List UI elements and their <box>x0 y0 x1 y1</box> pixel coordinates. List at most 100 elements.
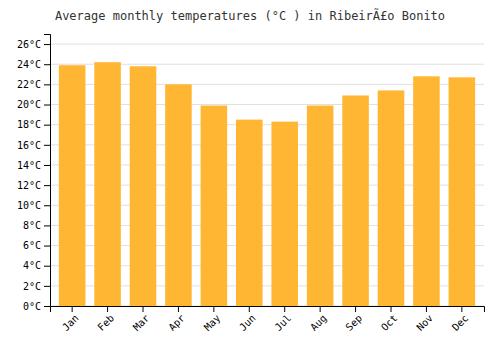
y-tick-label: 18°C <box>17 119 41 130</box>
grid <box>50 44 484 306</box>
bar <box>342 95 369 306</box>
x-tick-label: Mar <box>131 312 152 333</box>
x-tick: May <box>202 306 223 333</box>
y-tick-label: 12°C <box>17 180 41 191</box>
y-tick: 4°C <box>23 260 50 271</box>
y-tick-label: 10°C <box>17 200 41 211</box>
y-axis-line <box>44 35 51 307</box>
bar <box>236 120 263 306</box>
y-tick-mark <box>44 165 50 166</box>
x-tick-mark <box>143 306 144 312</box>
x-tick-mark <box>461 306 462 312</box>
plot: 0°C 2°C 4°C 6°C 8°C 10°C 12°C 14°C 16°C 18°C 20°C 2… <box>17 35 485 333</box>
y-tick-label: 0°C <box>23 301 41 312</box>
x-tick-label: Jul <box>273 312 294 333</box>
x-tick-label: Apr <box>166 312 187 333</box>
y-tick-mark <box>44 64 50 65</box>
y-tick-mark <box>44 44 50 45</box>
x-tick-label: May <box>202 312 223 333</box>
y-tick: 26°C <box>17 39 50 50</box>
y-tick: 18°C <box>17 119 50 130</box>
y-tick-mark <box>44 205 50 206</box>
y-tick: 24°C <box>17 59 50 70</box>
bar <box>271 122 298 306</box>
y-tick-label: 6°C <box>23 240 41 251</box>
y-tick-label: 20°C <box>17 99 41 110</box>
y-tick: 6°C <box>23 240 50 251</box>
x-tick-mark <box>426 306 427 312</box>
x-tick-label: Dec <box>450 312 471 333</box>
bar <box>94 62 121 306</box>
x-tick-mark <box>107 306 108 312</box>
x-tick: Feb <box>96 306 117 333</box>
x-tick-mark <box>72 306 73 312</box>
y-tick: 20°C <box>17 99 50 110</box>
grid-line <box>50 44 484 45</box>
x-tick-mark <box>284 306 285 312</box>
x-tick: Aug <box>308 306 329 333</box>
x-tick-label: Nov <box>414 312 435 333</box>
y-tick-mark <box>44 246 50 247</box>
x-axis: Jan Feb Mar Apr May Jun Jul Aug Sep Oct Nov Dec <box>51 306 485 333</box>
bar <box>165 84 192 306</box>
y-tick-label: 16°C <box>17 140 41 151</box>
y-tick-mark <box>44 125 50 126</box>
y-tick-label: 22°C <box>17 79 41 90</box>
x-tick-mark <box>391 306 392 312</box>
x-axis-line <box>51 307 485 313</box>
y-tick-mark <box>44 105 50 106</box>
bar <box>130 66 157 306</box>
y-tick: 0°C <box>23 301 50 312</box>
y-tick-mark <box>44 225 50 226</box>
x-tick-mark <box>320 306 321 312</box>
x-tick-label: Aug <box>308 312 329 333</box>
bar <box>449 77 476 306</box>
x-tick: Mar <box>131 306 152 333</box>
y-tick-label: 2°C <box>23 281 41 292</box>
x-tick: Jan <box>60 306 81 333</box>
y-tick: 8°C <box>23 220 50 231</box>
y-tick-mark <box>44 84 50 85</box>
y-tick-label: 8°C <box>23 220 41 231</box>
x-tick: Nov <box>414 306 435 333</box>
x-tick-label: Jan <box>60 312 81 333</box>
x-tick-mark <box>178 306 179 312</box>
y-tick-mark <box>44 266 50 267</box>
y-tick-mark <box>44 145 50 146</box>
x-tick-label: Jun <box>237 312 258 333</box>
x-tick: Dec <box>450 306 471 333</box>
bar <box>59 65 86 306</box>
x-tick-label: Sep <box>344 312 365 333</box>
x-tick-label: Feb <box>96 312 117 333</box>
x-tick: Apr <box>166 306 187 333</box>
x-tick-mark <box>355 306 356 312</box>
bar <box>201 106 228 306</box>
bar <box>378 90 405 306</box>
x-tick-mark <box>249 306 250 312</box>
title: Average monthly temperatures (°C ) in Ri… <box>55 8 445 23</box>
y-tick: 10°C <box>17 200 50 211</box>
x-tick-label: Oct <box>379 312 400 333</box>
bars <box>59 62 475 306</box>
x-tick: Oct <box>379 306 400 333</box>
y-tick-mark <box>44 185 50 186</box>
x-tick: Jun <box>237 306 258 333</box>
y-tick-mark <box>44 286 50 287</box>
y-tick-label: 4°C <box>23 260 41 271</box>
bar <box>307 106 334 306</box>
x-tick-mark <box>213 306 214 312</box>
y-tick: 12°C <box>17 180 50 191</box>
y-tick: 14°C <box>17 160 50 171</box>
x-tick: Sep <box>344 306 365 333</box>
y-axis: 0°C 2°C 4°C 6°C 8°C 10°C 12°C 14°C 16°C 18°C 20°C 2… <box>17 35 51 312</box>
y-tick-mark <box>44 306 50 307</box>
y-tick-label: 24°C <box>17 59 41 70</box>
bar <box>413 76 440 306</box>
y-tick: 2°C <box>23 281 50 292</box>
chart: 0°C 2°C 4°C 6°C 8°C 10°C 12°C 14°C 16°C 18°C 20°C 2… <box>0 0 500 350</box>
x-tick: Jul <box>273 306 294 333</box>
y-tick-label: 14°C <box>17 160 41 171</box>
y-tick: 16°C <box>17 140 50 151</box>
y-tick: 22°C <box>17 79 50 90</box>
y-tick-label: 26°C <box>17 39 41 50</box>
